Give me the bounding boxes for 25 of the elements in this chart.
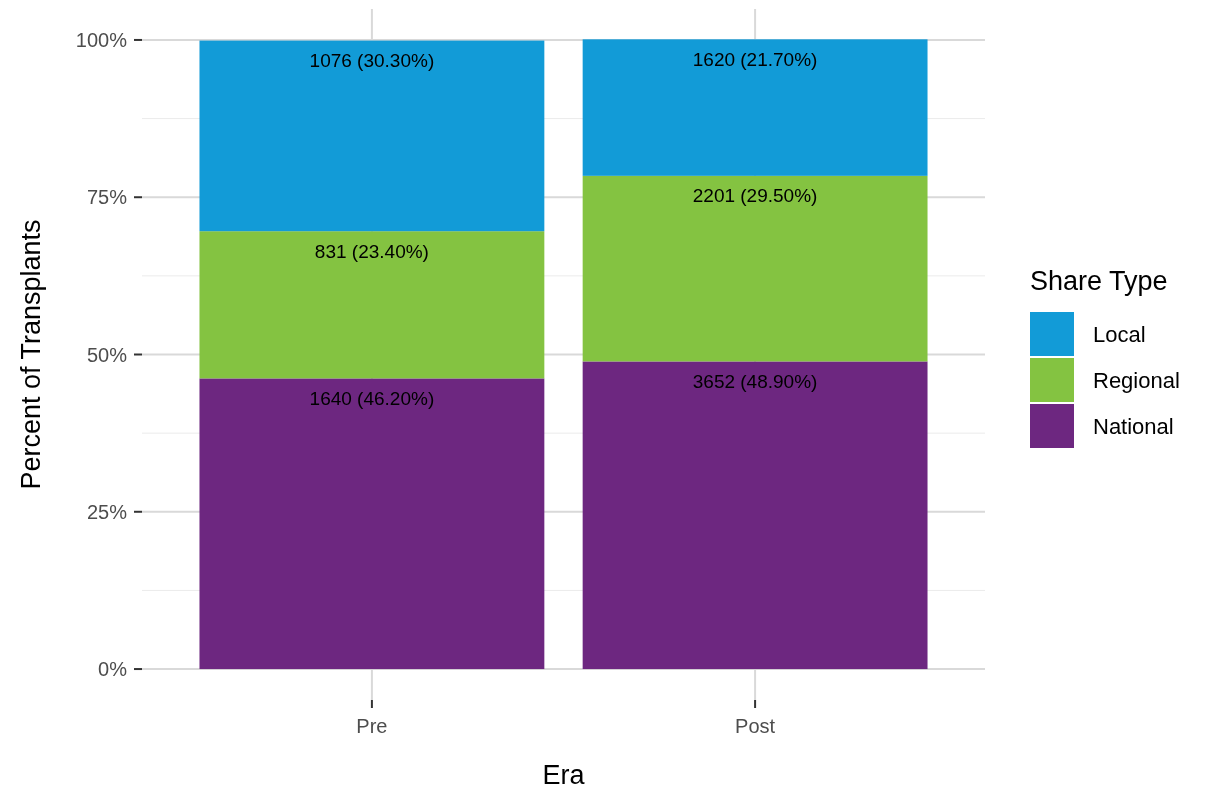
y-axis-title: Percent of Transplants — [16, 219, 46, 490]
data-label: 3652 (48.90%) — [692, 371, 818, 393]
bar — [582, 175, 928, 362]
y-tick-label: 50% — [86, 343, 128, 366]
x-axis-title: Era — [542, 760, 586, 786]
y-tick-label: 0% — [98, 658, 128, 681]
y-tick-label: 25% — [86, 500, 128, 523]
legend-label: National — [1093, 413, 1174, 439]
legend-label: Regional — [1093, 367, 1180, 393]
data-label: 1076 (30.30%) — [309, 50, 435, 72]
bar — [582, 361, 928, 670]
bar — [199, 231, 545, 379]
y-tick-label: 100% — [75, 28, 128, 51]
bar — [199, 40, 545, 232]
data-label: 1640 (46.20%) — [309, 388, 435, 410]
x-tick-label: Pre — [356, 715, 388, 737]
data-label: 2201 (29.50%) — [692, 185, 818, 207]
data-label: 1620 (21.70%) — [692, 48, 818, 70]
data-label: 831 (23.40%) — [314, 240, 429, 262]
x-tick-label: Post — [735, 715, 776, 737]
legend-title: Share Type — [1030, 266, 1168, 296]
bar — [199, 378, 545, 670]
bar — [582, 39, 928, 176]
y-tick-label: 75% — [86, 186, 128, 209]
legend-label: Local — [1093, 321, 1146, 347]
